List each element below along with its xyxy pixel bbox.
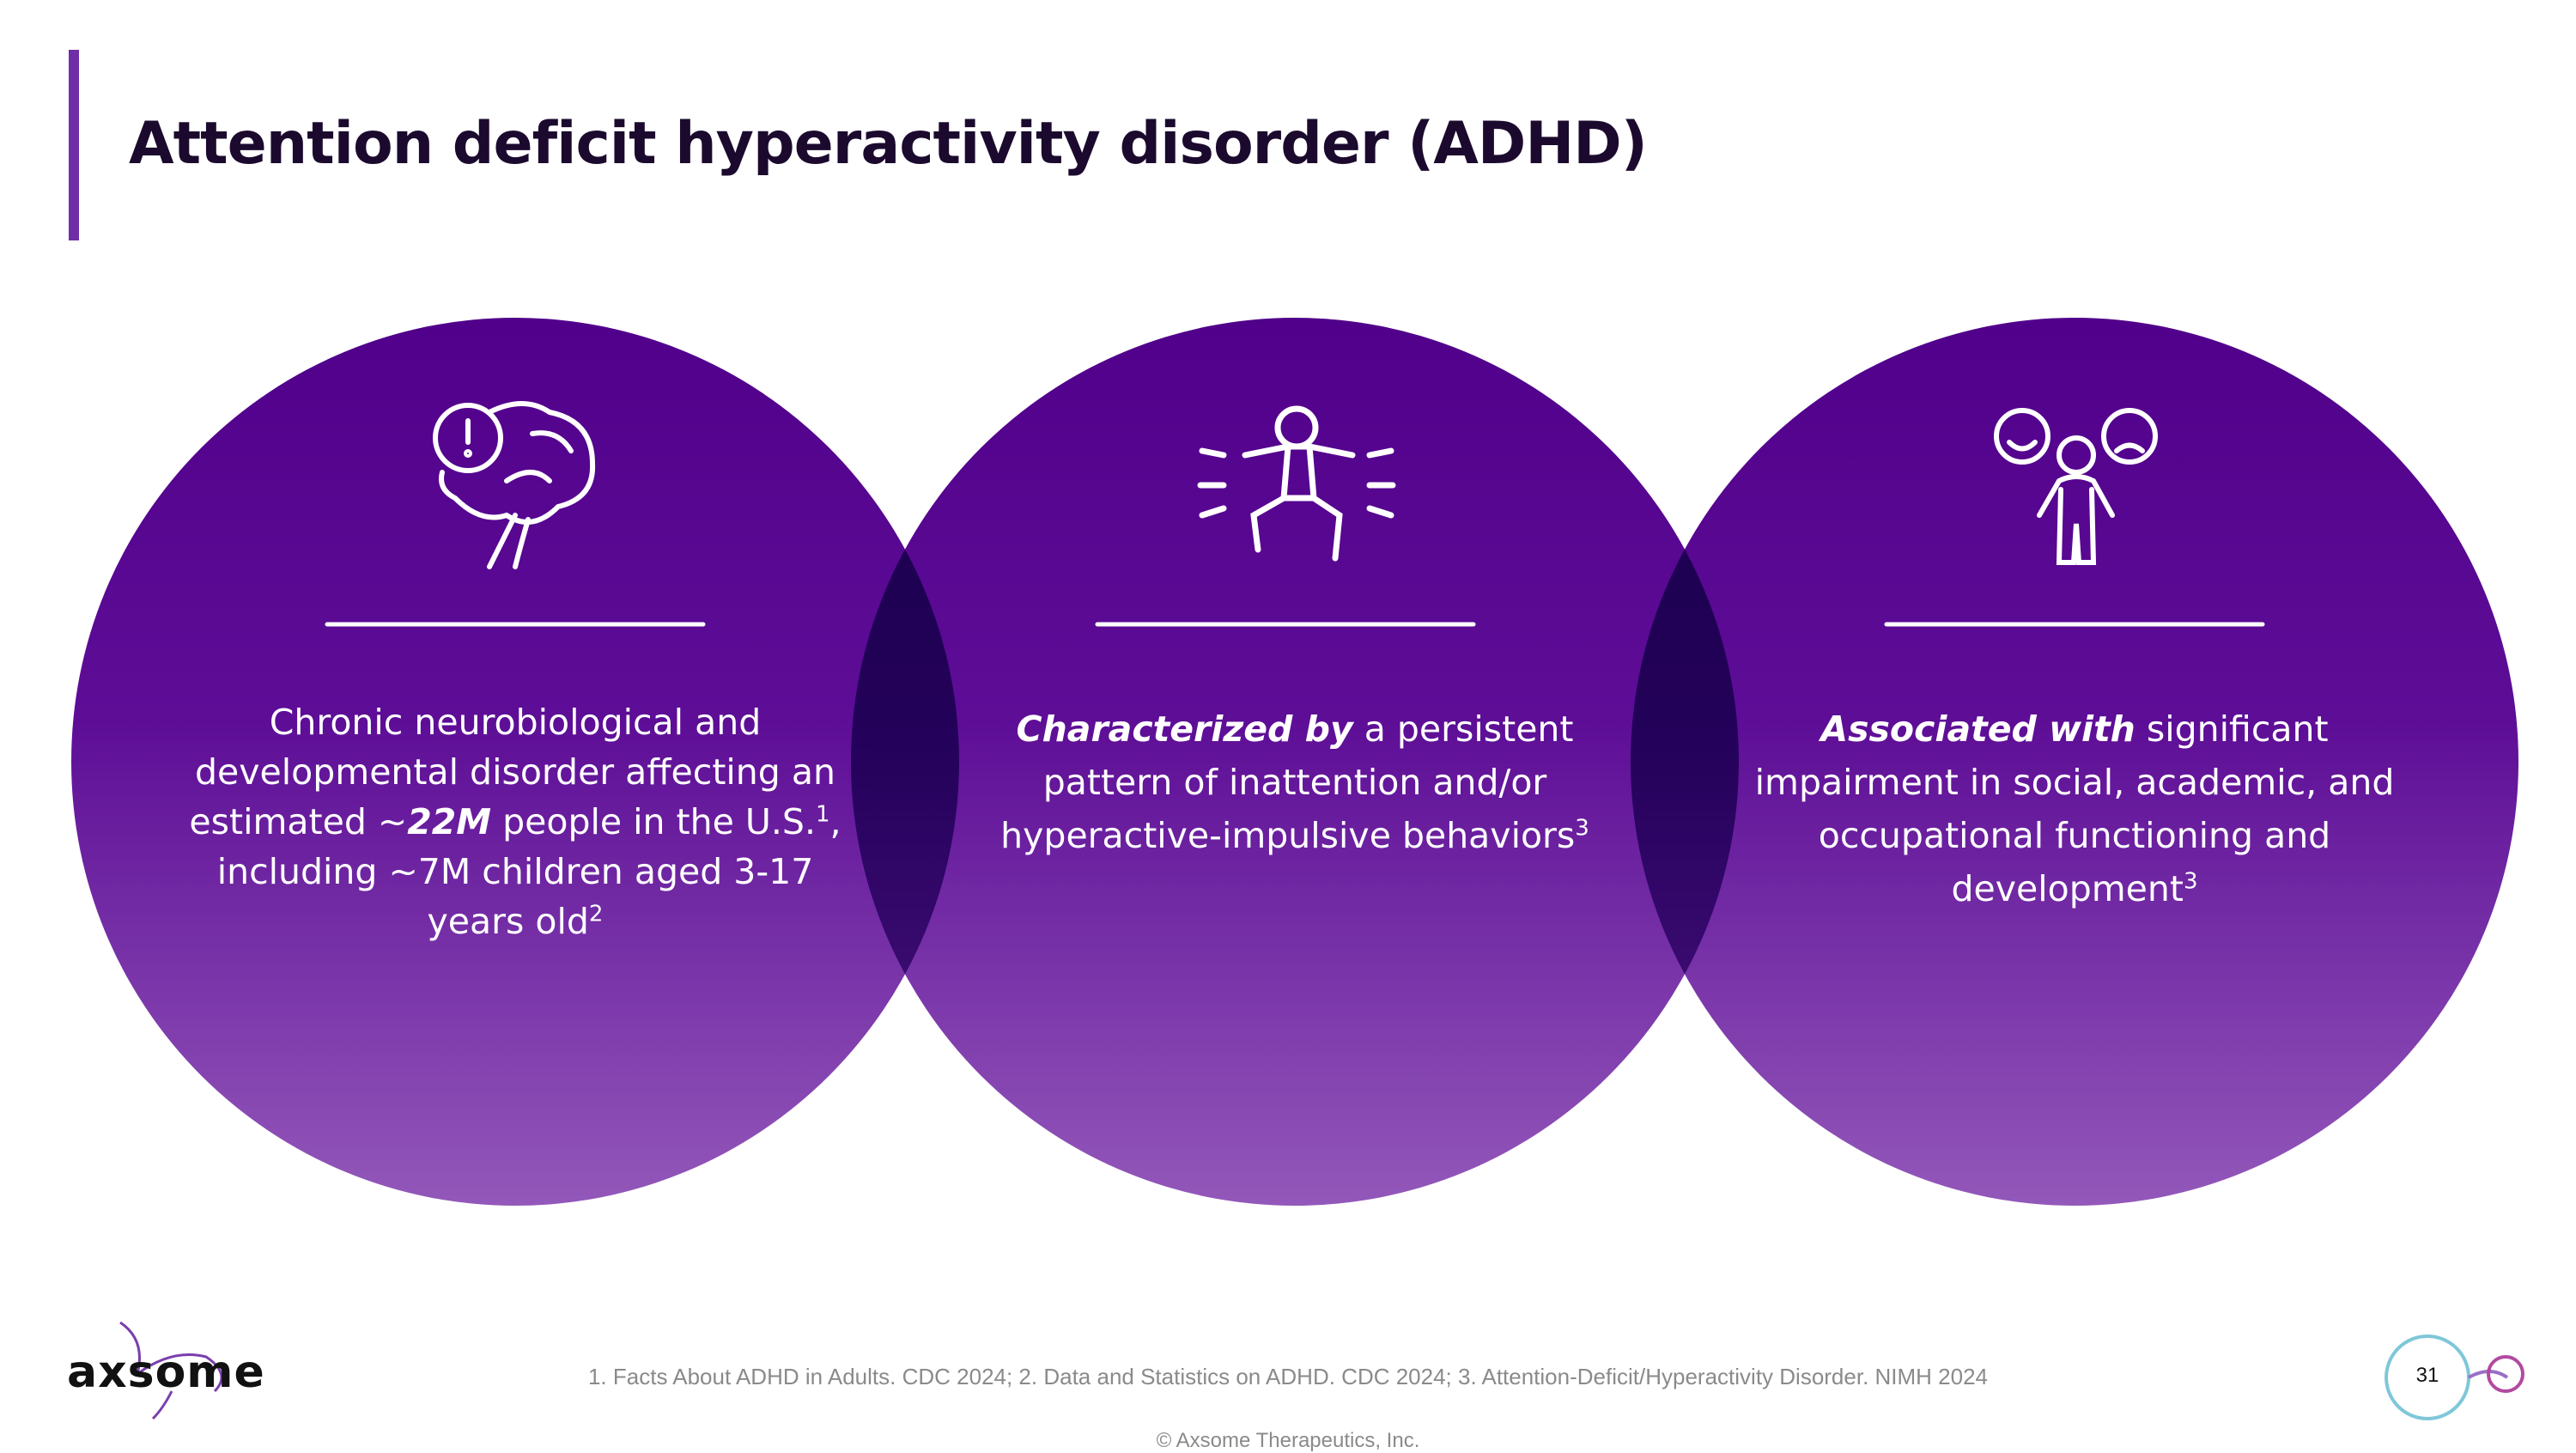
circle-text: Associated with significant impairment i…	[1740, 702, 2409, 915]
superscript: 2	[588, 901, 604, 927]
circle-text: Characterized by a persistent pattern of…	[960, 702, 1630, 862]
accent-bar	[69, 50, 79, 240]
page-number: 31	[2415, 1364, 2439, 1387]
circle-text: Chronic neurobiological and developmenta…	[180, 697, 850, 946]
superscript: 1	[815, 801, 830, 828]
superscript: 3	[2183, 868, 2198, 895]
circle	[851, 318, 1739, 1206]
body-text: Chronic neurobiological and developmenta…	[189, 702, 835, 842]
circle	[71, 318, 959, 1206]
circle	[1631, 318, 2518, 1206]
slide-title: Attention deficit hyperactivity disorder…	[129, 110, 1648, 178]
copyright: © Axsome Therapeutics, Inc.	[1156, 1429, 1420, 1452]
emotions-icon	[1994, 408, 2158, 565]
body-text: , including ~7M children aged 3-17 years…	[216, 801, 841, 942]
page-badge	[2385, 1334, 2524, 1420]
body-text: significant impairment in social, academ…	[1754, 708, 2395, 909]
emphasis-text: Associated with	[1820, 708, 2136, 750]
body-text: a persistent pattern of inattention and/…	[1000, 708, 1576, 856]
body-text: people in the U.S.	[491, 801, 816, 842]
brain-icon	[433, 401, 596, 569]
references: 1. Facts About ADHD in Adults. CDC 2024;…	[587, 1364, 1989, 1389]
logo: axsome	[67, 1347, 265, 1398]
logo-network	[119, 1321, 223, 1420]
emphasis-text: Characterized by	[1016, 708, 1353, 750]
figure-icon	[1197, 405, 1396, 562]
emphasis-text: 22M	[407, 801, 492, 842]
superscript: 3	[1575, 815, 1589, 842]
